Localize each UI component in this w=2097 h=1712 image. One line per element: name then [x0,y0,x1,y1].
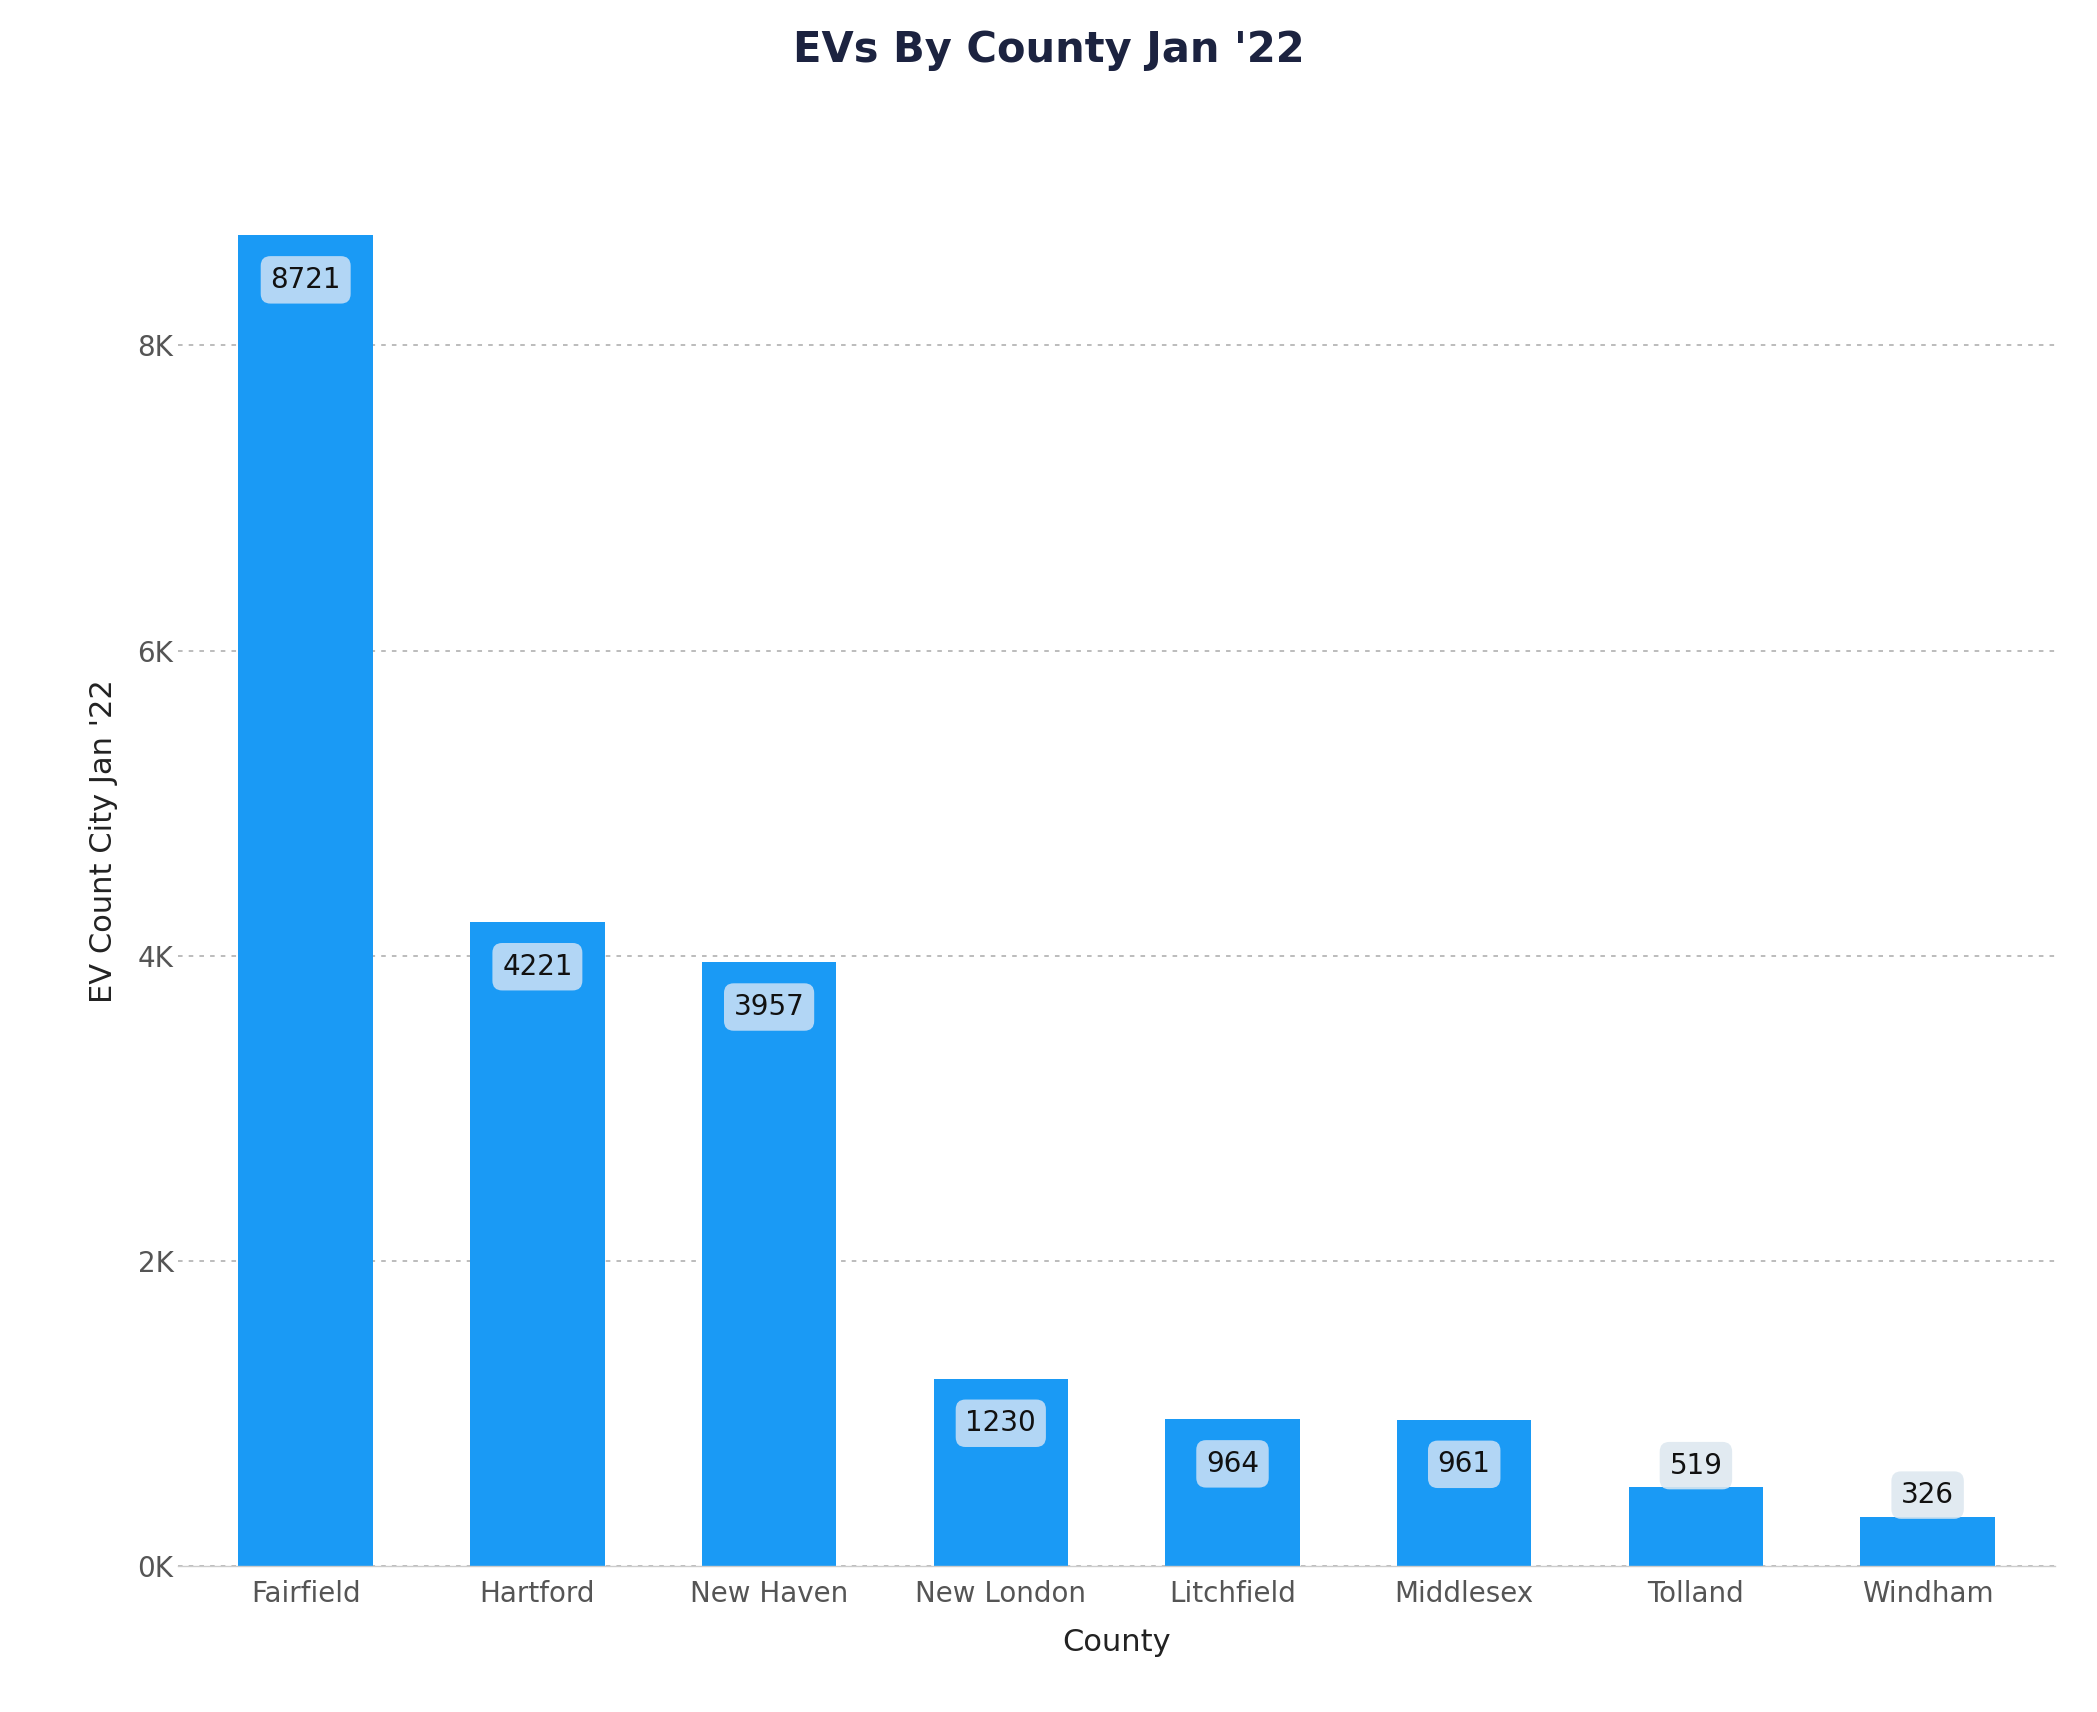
Text: 3957: 3957 [734,993,805,1020]
Text: 1230: 1230 [965,1409,1036,1438]
Text: 519: 519 [1669,1452,1722,1479]
Bar [1166,1419,1300,1566]
Bar [702,962,837,1566]
Text: 4221: 4221 [501,952,572,981]
Bar [470,923,604,1566]
Text: 8721: 8721 [271,265,342,294]
Bar [1397,1419,1531,1566]
Text: 961: 961 [1439,1450,1491,1479]
Bar [933,1378,1067,1566]
Bar [239,235,373,1566]
X-axis label: County: County [1063,1628,1170,1657]
Y-axis label: EV Count City Jan '22: EV Count City Jan '22 [88,680,117,1003]
Text: 964: 964 [1206,1450,1258,1477]
Bar [1860,1517,1994,1566]
Bar [1629,1488,1764,1566]
Text: EVs By County Jan '22: EVs By County Jan '22 [793,29,1304,70]
Text: 326: 326 [1902,1481,1954,1508]
